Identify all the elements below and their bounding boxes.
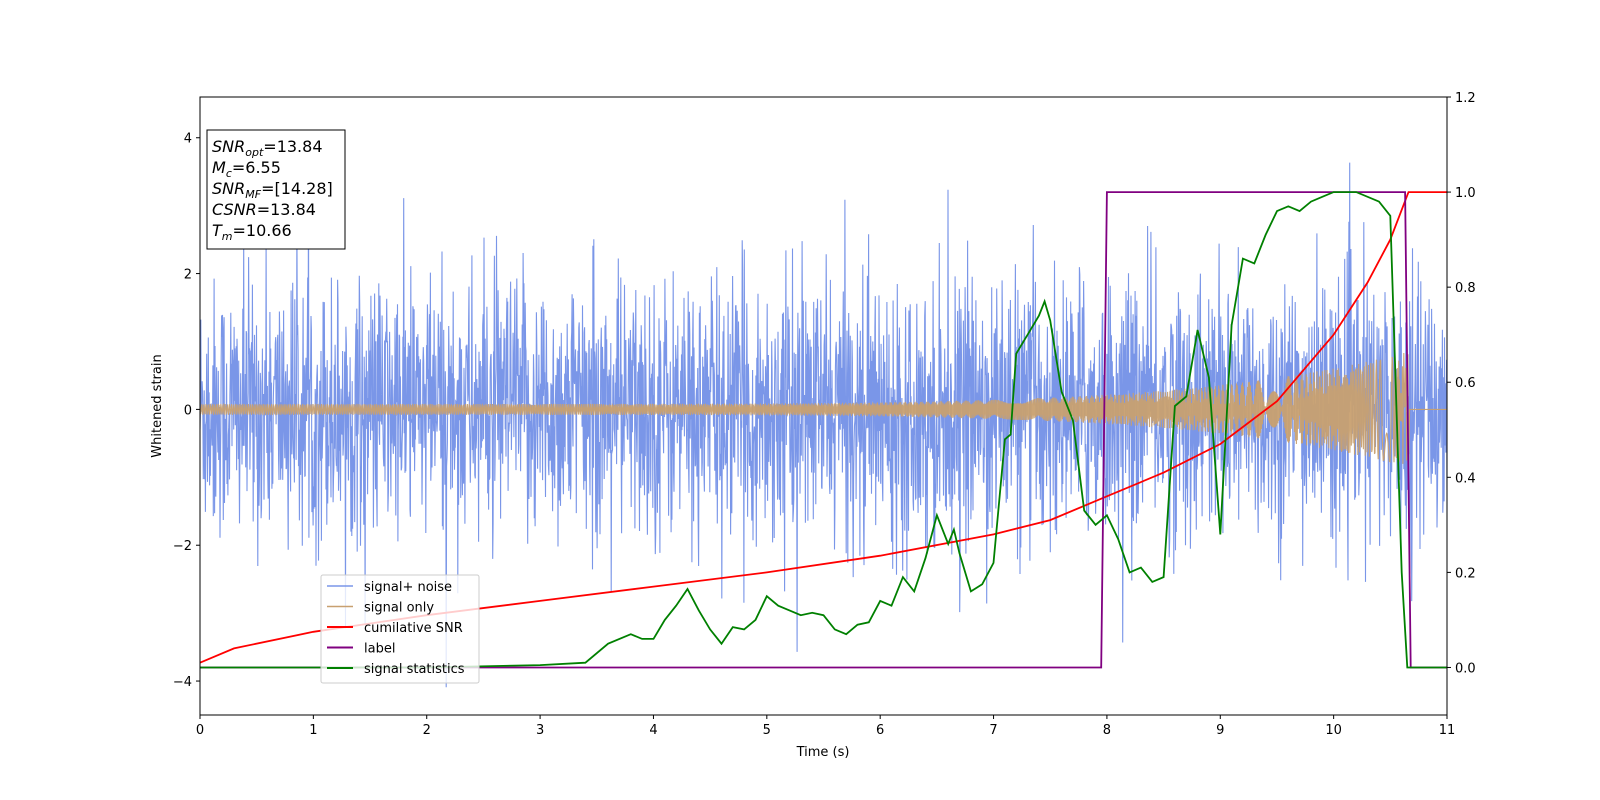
legend: signal+ noise signal only cumilative SNR la… — [320, 574, 480, 684]
y2-tick-label: 0.4 — [1455, 471, 1476, 486]
x-tick-label: 10 — [1325, 723, 1342, 738]
x-tick-label: 5 — [763, 723, 771, 738]
x-tick-label: 0 — [196, 723, 204, 738]
y-tick-label: 2 — [184, 268, 192, 283]
y2-tick-label: 1.0 — [1455, 186, 1476, 201]
y2-tick-label: 0.2 — [1455, 566, 1476, 581]
y-axis-left: −4 −2 0 2 4 — [173, 132, 200, 690]
x-tick-label: 4 — [649, 723, 657, 738]
legend-label: cumilative SNR — [364, 621, 463, 636]
x-tick-label: 11 — [1439, 723, 1456, 738]
y2-tick-label: 0.0 — [1455, 661, 1476, 676]
legend-label: signal+ noise — [364, 580, 452, 595]
legend-label: signal only — [364, 601, 434, 616]
y-tick-label: −2 — [173, 539, 192, 554]
series-signal-statistics-line — [200, 191, 1447, 669]
x-tick-label: 7 — [989, 723, 997, 738]
annotation-line: Mc=6.55 — [212, 158, 281, 180]
y2-tick-label: 0.8 — [1455, 281, 1476, 296]
y2-tick-label: 1.2 — [1455, 91, 1476, 106]
y-axis-label: Whitened strain — [150, 354, 165, 457]
legend-entry: signal only — [327, 601, 434, 616]
y2-tick-label: 0.6 — [1455, 376, 1476, 391]
series-signal-only-line — [200, 352, 1447, 465]
legend-entry: cumilative SNR — [327, 621, 463, 636]
annotation-line: SNRopt=13.84 — [212, 137, 323, 159]
annotation-line: Tm=10.66 — [212, 221, 292, 243]
x-tick-label: 2 — [423, 723, 431, 738]
x-tick-label: 1 — [309, 723, 317, 738]
legend-label: signal statistics — [364, 662, 465, 677]
x-tick-label: 9 — [1216, 723, 1224, 738]
annotation-line: CSNR=13.84 — [212, 200, 316, 219]
x-tick-label: 8 — [1103, 723, 1111, 738]
legend-entry: signal statistics — [327, 662, 465, 677]
legend-label: label — [364, 642, 395, 657]
annotation-line: SNRMF=[14.28] — [212, 179, 333, 201]
x-axis: 0 1 2 3 4 5 6 7 8 9 10 11 — [196, 715, 1455, 738]
annotation-frame — [206, 129, 346, 250]
y-axis-right: 0.0 0.2 0.4 0.6 0.8 1.0 1.2 — [1447, 91, 1476, 676]
x-tick-label: 3 — [536, 723, 544, 738]
y-tick-label: 4 — [184, 132, 192, 147]
x-axis-label: Time (s) — [796, 745, 850, 760]
stats-annotation-box: SNRopt=13.84Mc=6.55SNRMF=[14.28]CSNR=13.… — [206, 129, 346, 250]
plot-frame — [199, 96, 1448, 716]
legend-entry: signal+ noise — [327, 580, 452, 595]
series-signal-noise-line — [200, 162, 1447, 688]
legend-frame — [320, 574, 480, 684]
legend-entry: label — [327, 642, 395, 657]
y-tick-label: 0 — [184, 403, 192, 418]
x-tick-label: 6 — [876, 723, 884, 738]
y-tick-label: −4 — [173, 675, 192, 690]
